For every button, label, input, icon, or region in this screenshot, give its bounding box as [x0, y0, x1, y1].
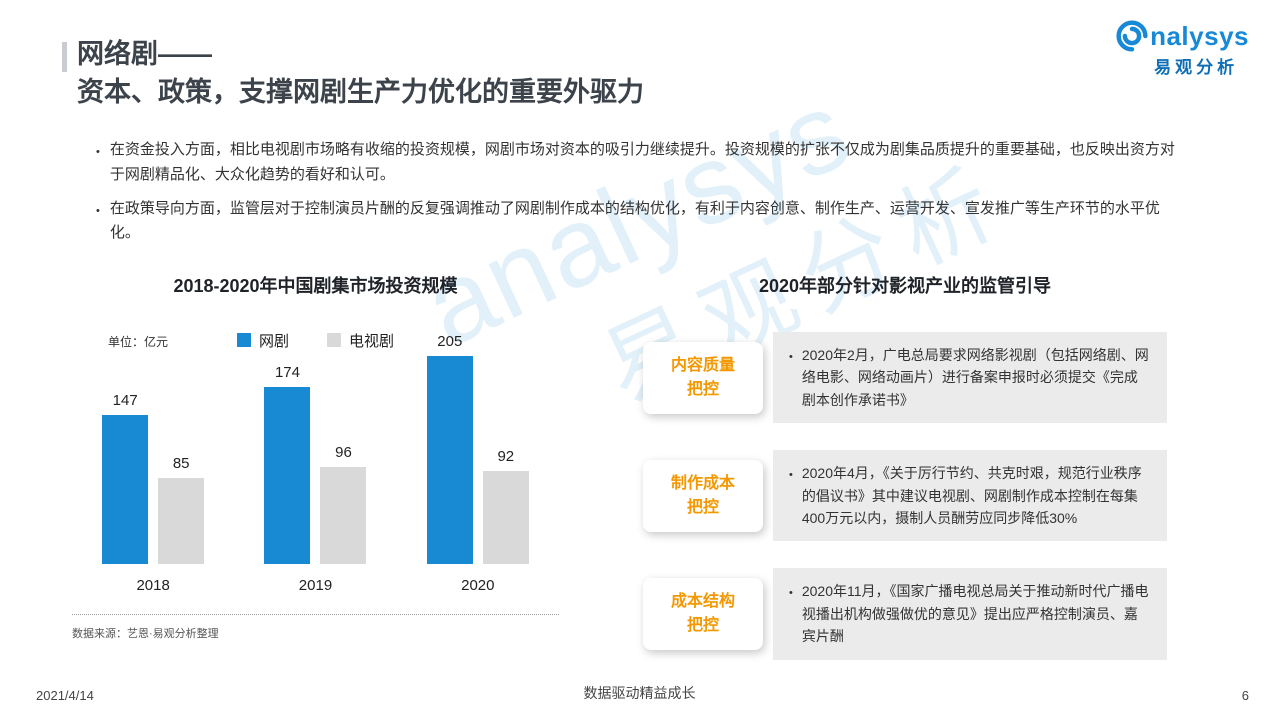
legend-label: 网剧: [258, 332, 289, 350]
bar-value-label: 147: [112, 392, 138, 409]
analysys-swirl-icon: [1116, 20, 1148, 52]
bar-group: 205 92 2020: [426, 333, 529, 594]
analysys-logo: nalysys 易观分析: [1116, 20, 1249, 78]
regulation-text: 2020年4月，《关于厉行节约、共克时艰，规范行业秩序的倡议书》其中建议电视剧、…: [773, 450, 1167, 542]
bar-网剧: [264, 387, 311, 564]
regulation-row: 内容质量 把控 2020年2月，广电总局要求网络影视剧（包括网络剧、网络电影、网…: [643, 332, 1167, 424]
page-title: 网络剧—— 资本、政策，支撑网剧生产力优化的重要外驱力: [62, 36, 644, 112]
logo-brand-text: nalysys: [1150, 20, 1249, 51]
regulation-section: 2020年部分针对影视产业的监管引导 内容质量 把控 2020年2月，广电总局要…: [643, 272, 1167, 687]
footer-slogan: 数据驱动精益成长: [583, 685, 696, 701]
bar-value-label: 96: [335, 444, 352, 461]
bar-value-label: 92: [497, 448, 515, 465]
bar-value-label: 85: [172, 455, 190, 472]
regulation-title: 2020年部分针对影视产业的监管引导: [758, 276, 1052, 296]
regulation-row: 制作成本 把控 2020年4月，《关于厉行节约、共克时艰，规范行业秩序的倡议书》…: [643, 450, 1167, 542]
regulation-tag: 成本结构 把控: [643, 577, 763, 650]
summary-bullets: 在资金投入方面，相比电视剧市场略有收缩的投资规模，网剧市场对资本的吸引力继续提升…: [96, 138, 1188, 255]
regulation-tag: 内容质量 把控: [643, 341, 763, 414]
legend-label: 电视剧: [349, 332, 395, 350]
bar-group: 147 85 2018: [102, 392, 205, 594]
regulation-text: 2020年11月，《国家广播电视总局关于推动新时代广播电视播出机构做强做优的意见…: [773, 568, 1167, 660]
bar-电视剧: [320, 467, 367, 564]
x-axis-label: 2018: [136, 577, 170, 594]
title-line-1: 网络剧——: [77, 39, 212, 69]
bar-chart-plot: 147 85 2018 174 96 2019 205 92 2020: [72, 333, 559, 594]
chart-source-note: 数据来源：艺恩·易观分析整理: [72, 628, 219, 640]
chart-title: 2018-2020年中国剧集市场投资规模: [173, 276, 458, 296]
legend-swatch: [327, 333, 341, 347]
legend-swatch: [236, 333, 251, 347]
footer-page-number: 6: [1241, 688, 1249, 703]
x-axis-label: 2020: [461, 577, 495, 594]
footer-date: 2021/4/14: [36, 688, 94, 703]
title-accent-bar: [62, 42, 67, 72]
logo-brand-cn: 易观分析: [1154, 58, 1239, 77]
investment-chart-section: 2018-2020年中国剧集市场投资规模 单位：亿元 网剧 电视剧 147 85 20…: [72, 272, 559, 687]
title-line-2: 资本、政策，支撑网剧生产力优化的重要外驱力: [77, 76, 644, 107]
x-axis-label: 2019: [298, 577, 333, 594]
chart-legend: 单位：亿元 网剧 电视剧: [72, 330, 559, 350]
bar-电视剧: [158, 478, 205, 564]
bullet-item: 在资金投入方面，相比电视剧市场略有收缩的投资规模，网剧市场对资本的吸引力继续提升…: [96, 138, 1188, 188]
regulation-row: 成本结构 把控 2020年11月，《国家广播电视总局关于推动新时代广播电视播出机…: [643, 568, 1167, 660]
chart-separator: [72, 614, 559, 615]
bar-value-label: 174: [274, 364, 300, 381]
bullet-item: 在政策导向方面，监管层对于控制演员片酬的反复强调推动了网剧制作成本的结构优化，有…: [96, 197, 1188, 247]
bar-电视剧: [482, 471, 529, 564]
bar-网剧: [426, 356, 473, 564]
legend-item: 电视剧: [327, 330, 394, 351]
legend-item: 网剧: [236, 330, 289, 351]
bar-group: 174 96 2019: [264, 364, 367, 594]
chart-unit-label: 单位：亿元: [108, 335, 169, 349]
bar-网剧: [102, 415, 149, 564]
bar-value-label: 205: [437, 333, 463, 350]
regulation-text: 2020年2月，广电总局要求网络影视剧（包括网络剧、网络电影、网络动画片）进行备…: [773, 332, 1167, 424]
regulation-tag: 制作成本 把控: [643, 459, 763, 532]
